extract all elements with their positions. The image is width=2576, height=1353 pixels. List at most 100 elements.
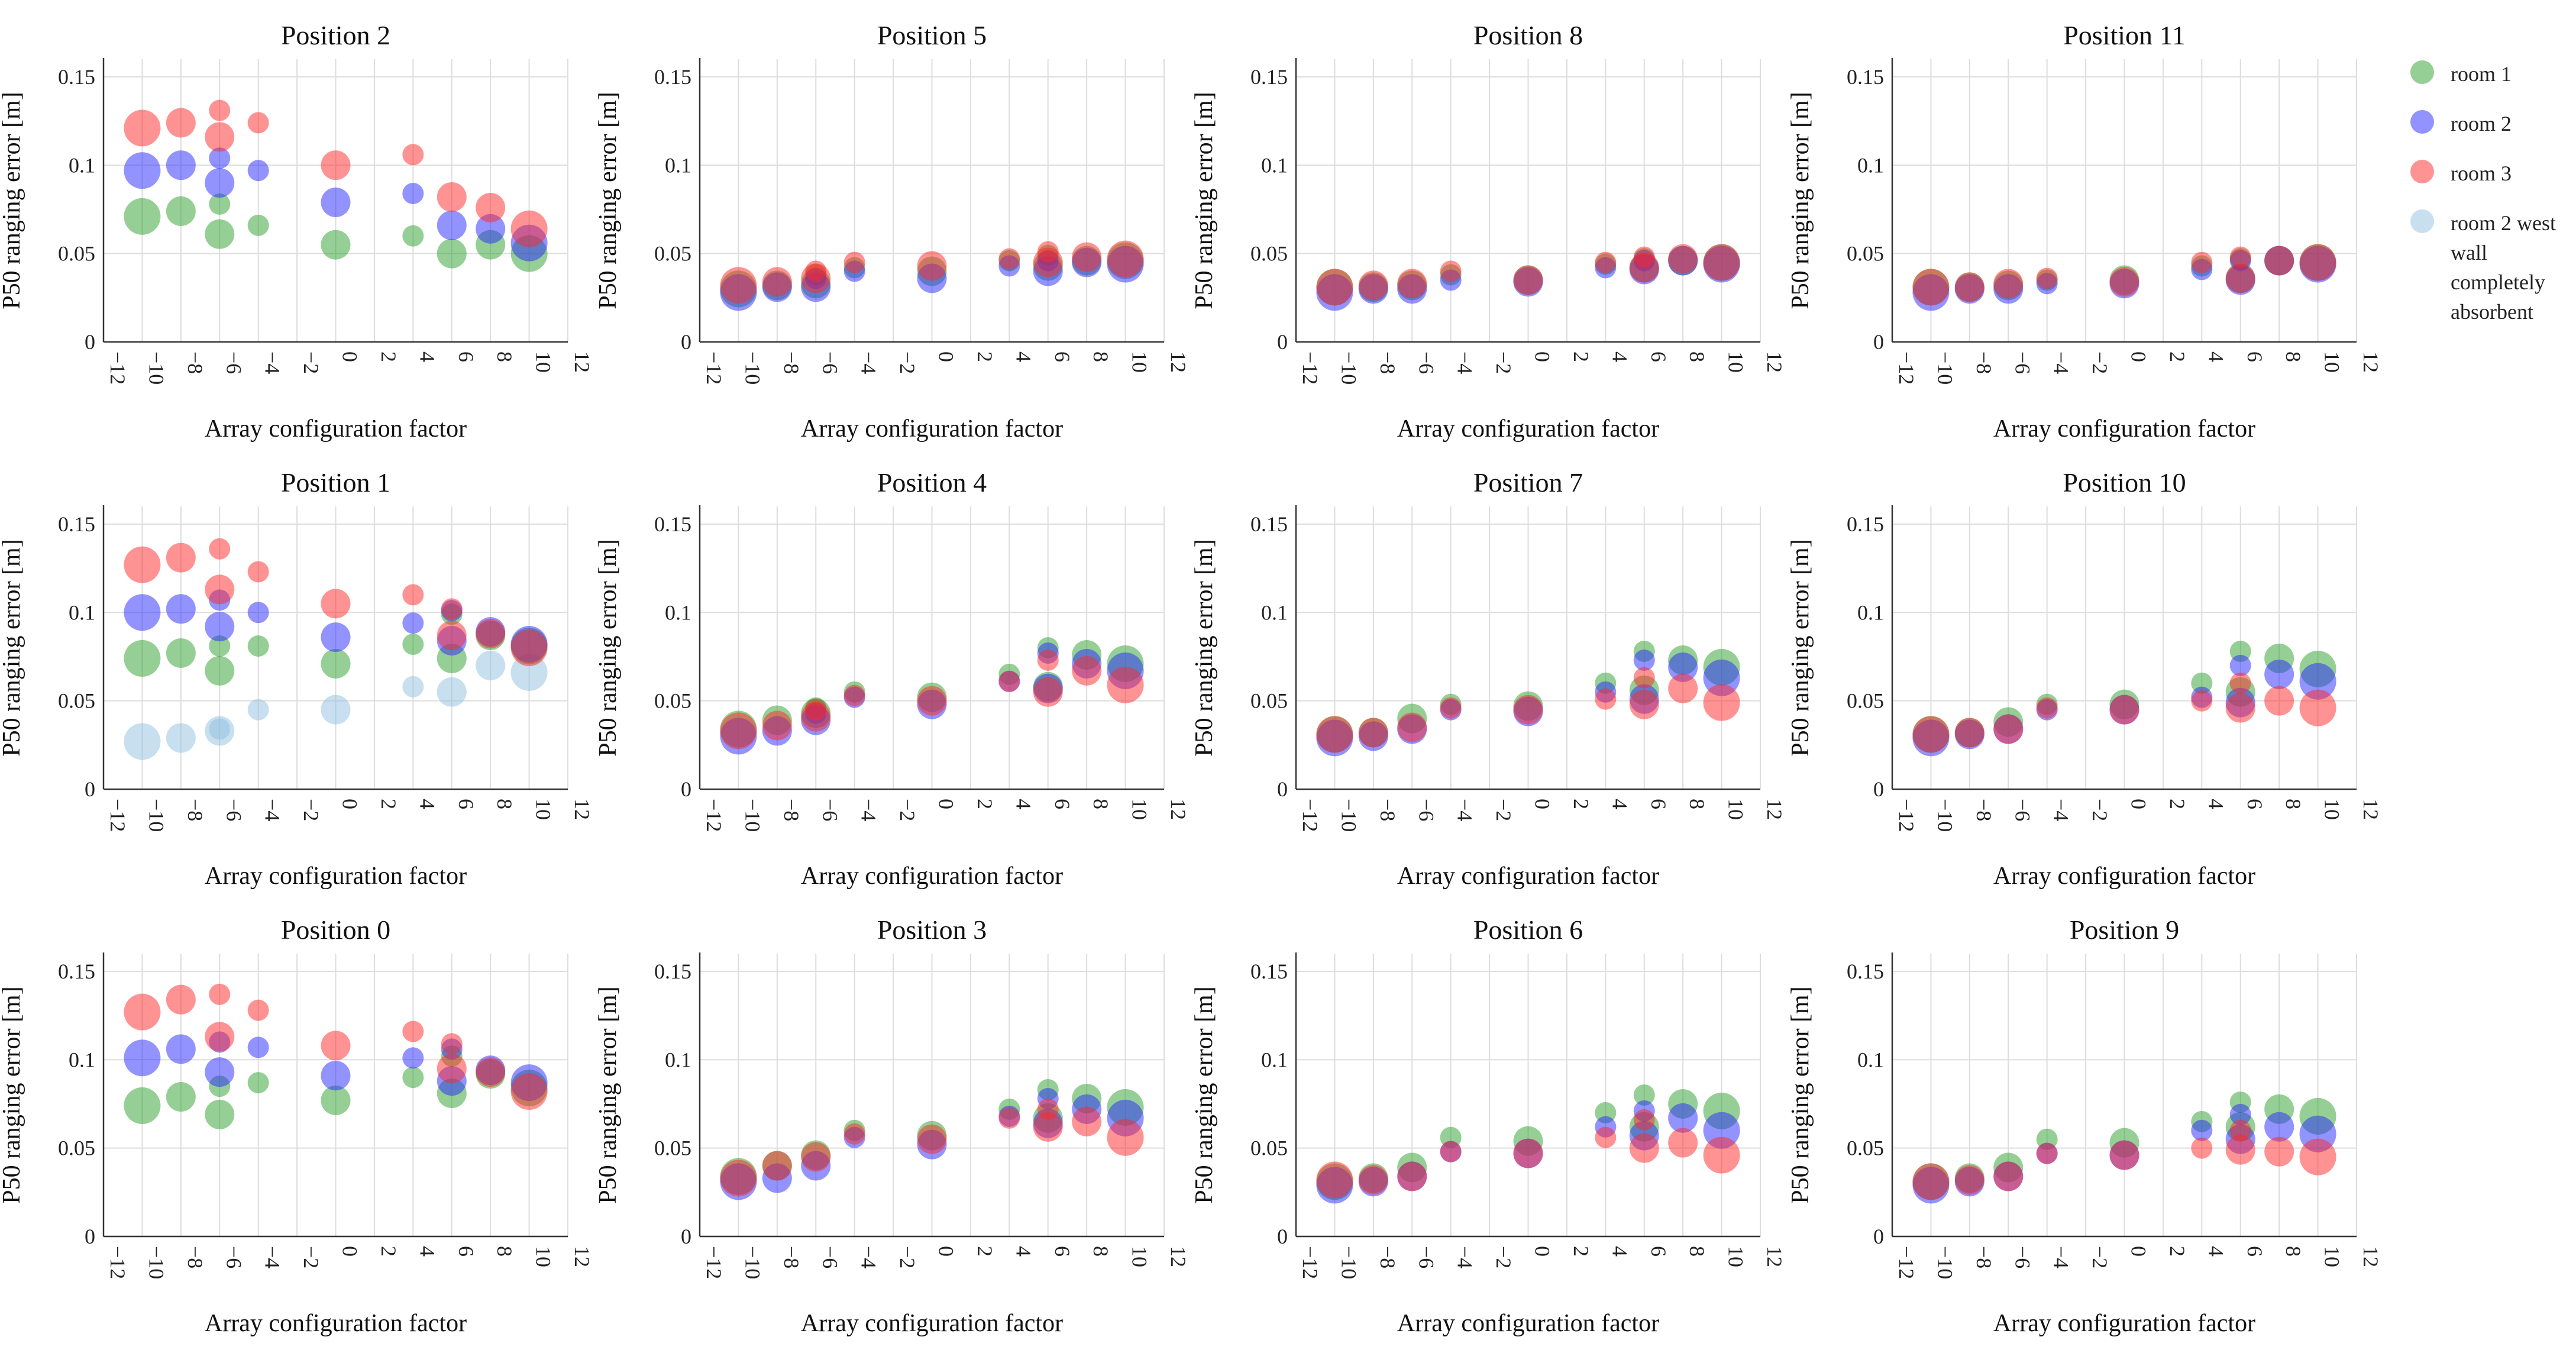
- subplot-title: Position 7: [1473, 467, 1583, 498]
- data-point-room-3: [1316, 716, 1353, 753]
- y-tick-label: 0.1: [1261, 1048, 1288, 1071]
- data-point-room-3: [441, 598, 463, 620]
- x-tick-label: −6: [222, 351, 245, 374]
- data-point-room-3: [2109, 267, 2139, 297]
- x-tick-label: −2: [896, 1246, 919, 1268]
- data-point-room-3: [402, 144, 424, 166]
- data-point-room-3: [1912, 716, 1950, 753]
- x-tick-label: −6: [222, 1246, 245, 1268]
- data-point-room-1: [166, 196, 196, 226]
- x-tick-label: −10: [1933, 351, 1957, 385]
- legend-marker-room-3: [2410, 160, 2434, 183]
- x-tick-label: −6: [818, 351, 842, 374]
- x-tick-label: −10: [741, 799, 764, 832]
- x-tick-label: 6: [1647, 799, 1670, 809]
- subplot-title: Position 6: [1473, 915, 1583, 945]
- data-point-room-3: [166, 543, 196, 573]
- y-tick-label: 0: [85, 330, 95, 354]
- x-tick-label: 8: [493, 799, 516, 809]
- x-tick-label: 6: [454, 799, 478, 809]
- y-tick-label: 0.05: [1250, 1136, 1288, 1160]
- x-tick-label: 4: [415, 351, 439, 362]
- x-tick-label: −12: [1895, 799, 1918, 832]
- data-point-room-3: [762, 267, 792, 297]
- x-tick-label: −12: [1298, 799, 1322, 832]
- data-point-room-3: [321, 1031, 351, 1061]
- data-point-room-3: [805, 699, 827, 721]
- y-tick-label: 0: [85, 777, 95, 801]
- legend-label-room-2: room 2: [2451, 112, 2512, 135]
- x-tick-label: 0: [935, 351, 958, 362]
- data-point-room-3: [2036, 267, 2058, 289]
- y-axis-label: P50 ranging error [m]: [1191, 92, 1218, 309]
- subplot-title: Position 5: [877, 20, 987, 50]
- data-point-room-2: [402, 612, 424, 634]
- x-tick-label: 12: [2359, 799, 2383, 820]
- x-tick-label: 0: [338, 351, 362, 362]
- data-point-room-1: [321, 1085, 351, 1115]
- y-tick-label: 0: [681, 1225, 691, 1248]
- x-axis-label: Array configuration factor: [801, 1310, 1063, 1337]
- x-tick-label: 6: [1051, 1246, 1074, 1257]
- x-tick-label: 12: [1763, 351, 1786, 373]
- data-point-room-3: [1912, 269, 1950, 306]
- y-axis-label: P50 ranging error [m]: [594, 92, 622, 309]
- x-tick-label: −6: [818, 799, 842, 821]
- x-axis-label: Array configuration factor: [205, 415, 467, 443]
- x-tick-label: −8: [1972, 351, 1996, 374]
- x-tick-label: 0: [935, 799, 958, 809]
- x-tick-label: −8: [183, 351, 207, 374]
- x-tick-label: 2: [1569, 1246, 1593, 1257]
- y-tick-label: 0.1: [1261, 153, 1288, 177]
- y-tick-label: 0.05: [1250, 242, 1288, 266]
- y-axis-label: P50 ranging error [m]: [1787, 539, 1814, 756]
- x-tick-label: −6: [222, 799, 245, 821]
- data-point-room-2-absorbent: [476, 650, 506, 680]
- x-tick-label: 12: [570, 799, 594, 820]
- y-axis-label: P50 ranging error [m]: [0, 986, 25, 1203]
- data-point-room-1: [402, 225, 424, 247]
- legend-item-room-3: room 3: [2410, 159, 2570, 188]
- data-point-room-3: [437, 1054, 467, 1084]
- y-tick-label: 0: [1277, 330, 1288, 354]
- y-tick-label: 0.1: [1261, 600, 1288, 624]
- subplot-title: Position 3: [877, 915, 987, 945]
- x-tick-label: 2: [377, 799, 400, 809]
- data-point-room-3: [2264, 1136, 2294, 1167]
- x-tick-label: −6: [2011, 351, 2034, 374]
- x-tick-label: 6: [1051, 351, 1074, 362]
- data-point-room-3: [247, 112, 269, 134]
- data-point-room-3: [1629, 689, 1659, 719]
- data-point-room-2: [205, 1057, 235, 1087]
- y-tick-label: 0.1: [1857, 1048, 1884, 1071]
- data-point-room-3: [321, 589, 351, 619]
- y-tick-label: 0.15: [58, 960, 95, 983]
- data-point-room-3: [1107, 666, 1144, 703]
- x-tick-label: −8: [780, 351, 803, 374]
- y-tick-label: 0: [1873, 777, 1884, 801]
- data-point-room-2-absorbent: [321, 695, 351, 725]
- x-tick-label: 6: [454, 351, 478, 362]
- y-tick-label: 0.1: [69, 600, 95, 624]
- y-tick-label: 0.15: [1250, 960, 1288, 983]
- subplot-title: Position 9: [2070, 915, 2179, 945]
- legend-item-room-2: room 2: [2410, 109, 2570, 138]
- x-axis-label: Array configuration factor: [205, 863, 467, 890]
- data-point-room-3: [2109, 1140, 2139, 1170]
- subplot-title: Position 0: [281, 915, 390, 945]
- data-point-room-3: [2264, 686, 2294, 716]
- data-point-room-2: [166, 594, 196, 624]
- y-tick-label: 0.05: [654, 689, 691, 713]
- data-point-room-3: [843, 251, 865, 273]
- x-tick-label: 2: [1569, 799, 1593, 809]
- x-tick-label: 2: [377, 351, 400, 362]
- data-point-room-3: [805, 260, 827, 282]
- y-tick-label: 0.15: [1847, 65, 1884, 89]
- data-point-room-3: [1037, 1098, 1059, 1120]
- x-tick-label: 8: [2281, 799, 2305, 809]
- data-point-room-2: [247, 1036, 269, 1058]
- data-point-room-3: [1440, 697, 1462, 719]
- data-point-room-3: [1440, 1141, 1462, 1163]
- x-tick-label: −4: [1453, 1246, 1477, 1268]
- data-point-room-3: [1397, 269, 1427, 299]
